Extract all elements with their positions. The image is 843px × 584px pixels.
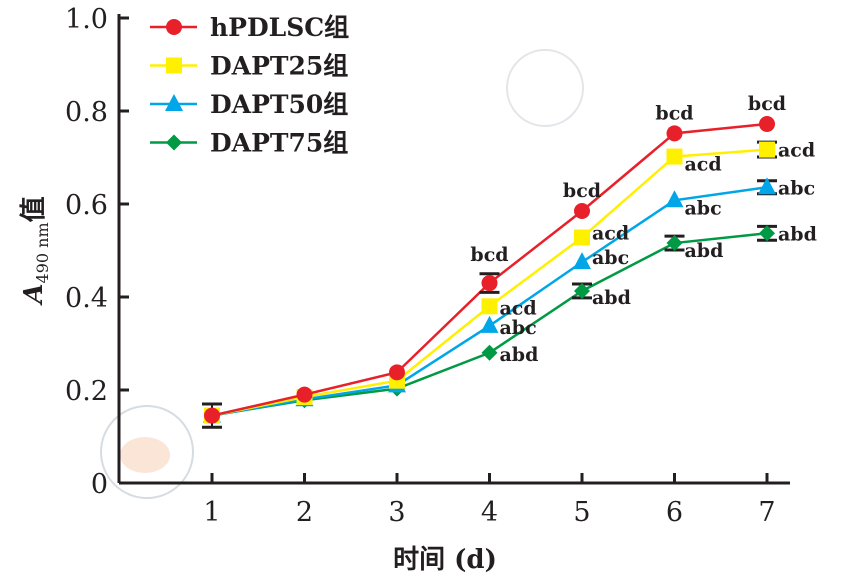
significance-label: abd — [500, 344, 539, 366]
data-point-circle — [481, 275, 498, 292]
data-point-square — [481, 298, 498, 315]
y-axis-label-sub: 490 nm — [33, 222, 52, 283]
y-tick-label: 0.4 — [65, 283, 108, 314]
significance-label: acd — [592, 222, 629, 244]
legend-label: hPDLSC组 — [210, 13, 349, 42]
data-point-circle — [389, 364, 405, 381]
x-tick-label: 1 — [203, 497, 220, 528]
x-tick-label: 7 — [758, 497, 775, 528]
x-tick-label: 4 — [481, 497, 498, 528]
significance-label: abd — [778, 223, 817, 245]
x-tick-label: 6 — [666, 497, 683, 528]
legend-label: DAPT75组 — [210, 129, 348, 158]
legend-label: DAPT50组 — [210, 90, 348, 119]
legend: hPDLSC组 DAPT25组 DAPT50组 DAPT75组 — [150, 13, 349, 158]
significance-label: abc — [685, 197, 722, 219]
x-tick-label: 2 — [296, 497, 313, 528]
data-point-circle — [759, 116, 775, 133]
y-axis-label: A490 nm值 — [19, 196, 52, 306]
data-point-triangle — [573, 252, 591, 270]
data-point-square — [666, 148, 683, 165]
series-0 — [202, 116, 775, 429]
significance-label: acd — [778, 140, 815, 162]
y-axis-label-main: A — [19, 283, 49, 306]
y-tick-label: 0.8 — [65, 97, 108, 128]
significance-label: bcd — [748, 93, 786, 115]
data-point-diamond — [759, 225, 775, 242]
watermark-logo — [100, 49, 584, 499]
y-tick-label: 0.2 — [65, 376, 108, 407]
y-tick-label: 0 — [91, 469, 108, 500]
significance-label: acd — [685, 154, 722, 176]
data-point-diamond — [666, 235, 683, 252]
data-point-triangle — [165, 94, 183, 111]
significance-label: abd — [592, 287, 631, 309]
x-axis-label: 时间 (d) — [393, 545, 497, 575]
data-point-triangle — [758, 177, 776, 195]
significance-label: bcd — [563, 180, 601, 202]
legend-label: DAPT25组 — [210, 52, 348, 81]
data-point-diamond — [166, 134, 182, 151]
significance-label: acd — [500, 297, 537, 319]
x-tick-label: 3 — [388, 497, 405, 528]
data-point-triangle — [665, 190, 684, 208]
data-point-circle — [204, 407, 220, 424]
significance-label: bcd — [655, 102, 693, 124]
data-point-circle — [574, 202, 590, 219]
significance-label: bcd — [470, 244, 508, 266]
data-point-square — [574, 229, 590, 246]
data-point-square — [759, 141, 775, 158]
data-point-diamond — [574, 282, 590, 299]
data-point-circle — [166, 19, 182, 35]
axes: 0 0.2 0.4 0.6 0.8 1.0 1 2 3 4 5 6 7 — [65, 4, 790, 528]
data-point-diamond — [481, 344, 498, 361]
x-tick-label: 5 — [573, 497, 590, 528]
data-point-circle — [296, 386, 313, 403]
y-tick-label: 0.6 — [65, 190, 108, 221]
y-tick-label: 1.0 — [65, 4, 108, 35]
significance-label: abd — [685, 240, 724, 262]
significance-label: abc — [778, 177, 815, 199]
data-point-circle — [666, 125, 683, 142]
data-point-square — [166, 57, 182, 74]
y-axis-label-suffix: 值 — [19, 196, 49, 222]
significance-label: abc — [592, 247, 629, 269]
significance-label: abc — [500, 317, 537, 339]
data-point-triangle — [480, 315, 499, 333]
